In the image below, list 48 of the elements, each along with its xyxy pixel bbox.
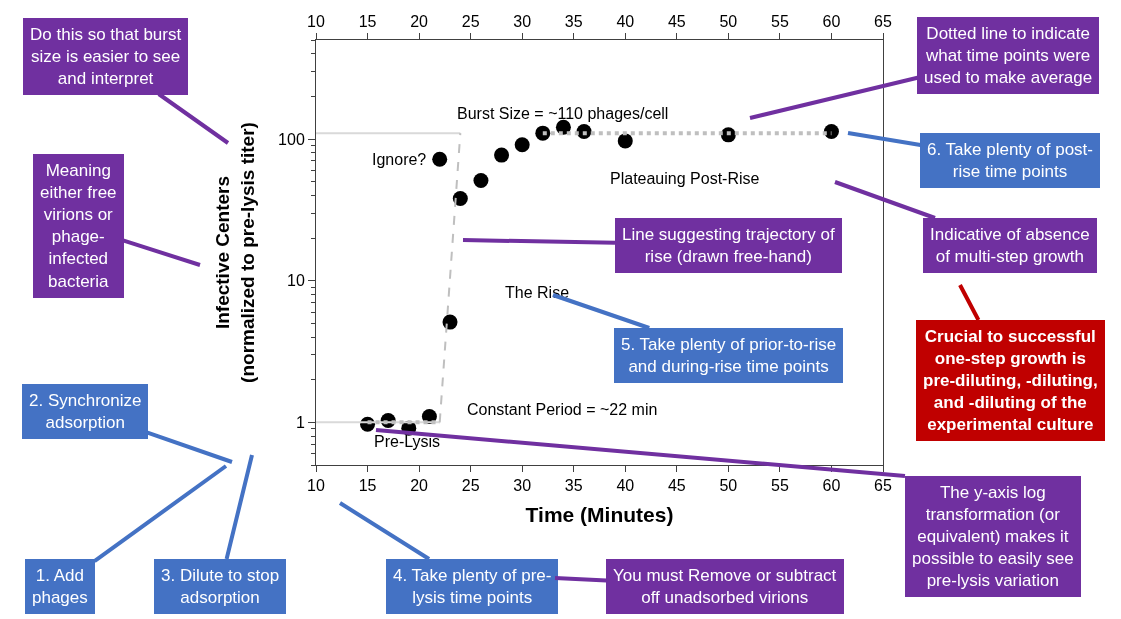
x-tick-label: 10: [307, 12, 325, 30]
text: 3. Dilute to stop adsorption: [161, 566, 280, 608]
text: You must Remove or subtract off unadsorbed virions: [613, 566, 837, 608]
annotation: Constant Period = ~22 min: [467, 401, 658, 418]
x2-tick-label: 45: [667, 477, 686, 495]
annotation: Line suggesting trajectory of rise (drawn free-hand): [622, 225, 835, 267]
text: Do this so that burst size is easier to see and interpret: [30, 25, 182, 89]
x-axis-title: Time (Minutes): [525, 503, 674, 527]
x2-tick-label: 15: [358, 477, 377, 495]
annotation: Plateauing Post-Rise: [610, 170, 760, 187]
y-axis-title: Infective Centers (normalized to pre-lysis titer): [212, 122, 258, 383]
x-tick-label: 30: [513, 12, 532, 30]
text: The y-axis log transformation (or equivalent) makes it possible to easily see pre-lysis variation: [912, 483, 1074, 591]
x2-tick-label: 50: [719, 477, 738, 495]
x2-tick-label: 60: [822, 477, 841, 495]
text: Crucial to successful one-step growth is pre-diluting, -diluting, and -diluting of the experimental culture: [923, 327, 1098, 435]
text: 6. Take plenty of post-rise time points: [927, 140, 1094, 182]
text: 4. Take plenty of pre-lysis time points: [393, 566, 552, 608]
x-tick-label: 35: [564, 12, 583, 30]
text: 1. Add phages: [32, 566, 88, 608]
text: Indicative of absence of multi-step growth: [930, 225, 1090, 267]
x-tick-label: 65: [874, 12, 892, 30]
x2-tick-label: 20: [410, 477, 429, 495]
x2-tick-label: 30: [513, 477, 532, 495]
y-tick-label: 100: [278, 130, 305, 148]
x-tick-label: 20: [410, 12, 429, 30]
y-tick-label: 10: [287, 272, 305, 290]
x-tick-label: 40: [616, 12, 635, 30]
x2-tick-label: 25: [461, 477, 480, 495]
x2-tick-label: 40: [616, 477, 635, 495]
y-tick-label: 1: [295, 413, 305, 431]
x-tick-label: 50: [719, 12, 738, 30]
x2-tick-label: 10: [307, 477, 325, 495]
text: Meaning either free virions or phage-infected bacteria: [40, 161, 117, 291]
x-tick-label: 15: [358, 12, 377, 30]
x-tick-label: 25: [461, 12, 480, 30]
x2-tick-label: 65: [874, 477, 892, 495]
annotation: Burst Size = ~110 phages/cell: [457, 105, 669, 122]
x-tick-label: 45: [667, 12, 686, 30]
x2-tick-label: 55: [771, 477, 789, 495]
x-tick-label: 60: [822, 12, 841, 30]
text: 2. Synchronize adsorption: [29, 391, 142, 433]
annotation: Pre-Lysis: [374, 433, 441, 450]
text: Dotted line to indicate what time points were used to make average: [924, 24, 1093, 88]
x2-tick-label: 35: [564, 477, 583, 495]
x-tick-label: 55: [771, 12, 789, 30]
annotation: 5. Take plenty of prior-to-rise and during-rise time points: [621, 335, 837, 377]
annotation: Ignore?: [372, 151, 427, 168]
